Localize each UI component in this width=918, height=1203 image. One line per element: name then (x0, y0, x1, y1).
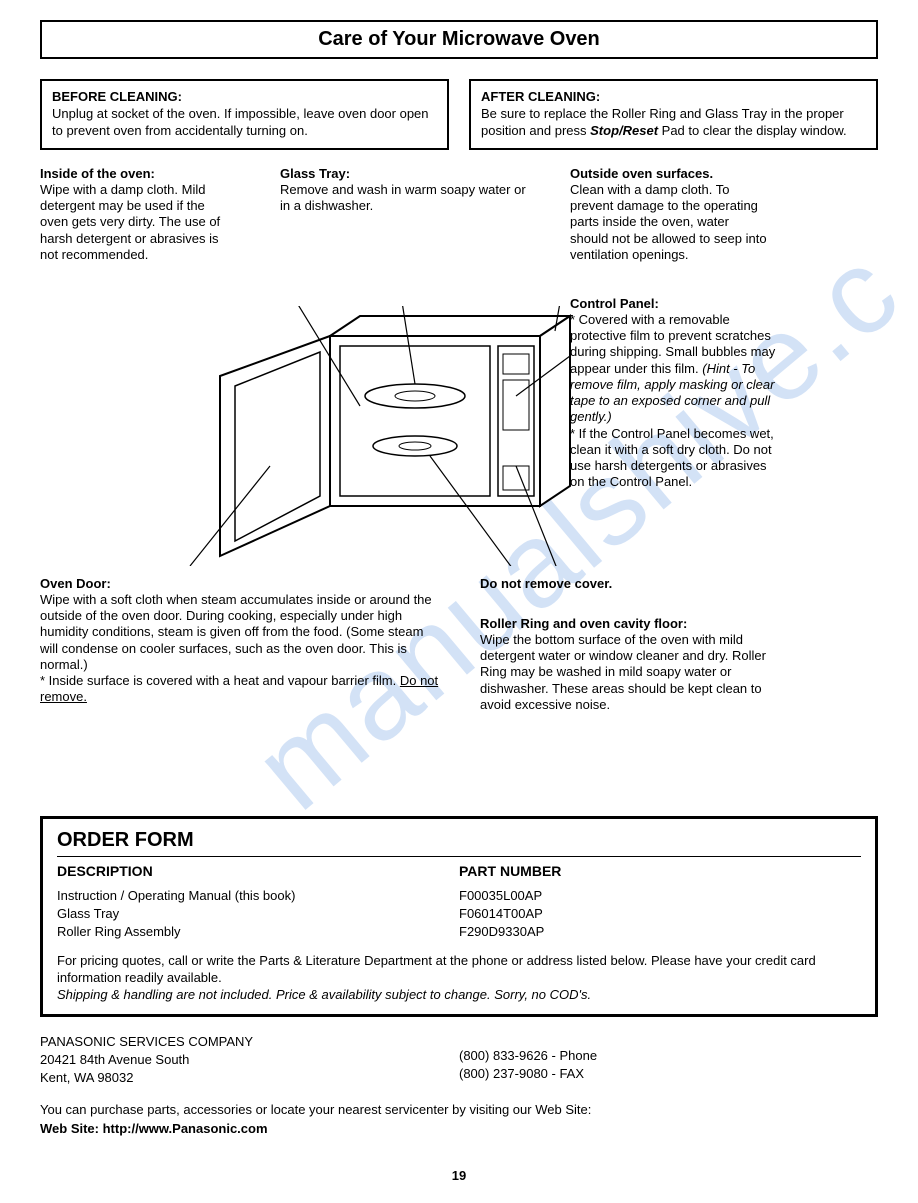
roller-text: Wipe the bottom surface of the oven with… (480, 632, 780, 713)
page-number: 19 (40, 1168, 878, 1183)
order-title: ORDER FORM (57, 829, 861, 857)
order-form: ORDER FORM DESCRIPTION Instruction / Ope… (40, 816, 878, 1017)
inside-heading: Inside of the oven: (40, 166, 230, 182)
before-heading: BEFORE CLEANING: (52, 89, 182, 104)
addr1: 20421 84th Avenue South (40, 1051, 459, 1069)
roller-heading: Roller Ring and oven cavity floor: (480, 616, 780, 632)
glass-callout: Glass Tray: Remove and wash in warm soap… (280, 166, 530, 215)
part-1: F06014T00AP (459, 905, 861, 923)
after-text-b: Stop/Reset (590, 123, 658, 138)
order-note1: For pricing quotes, call or write the Pa… (57, 953, 861, 987)
glass-heading: Glass Tray: (280, 166, 530, 182)
addr2: Kent, WA 98032 (40, 1069, 459, 1087)
company: PANASONIC SERVICES COMPANY (40, 1033, 459, 1051)
control-bullet2: * If the Control Panel becomes wet, clea… (570, 426, 780, 491)
after-heading: AFTER CLEANING: (481, 89, 600, 104)
inside-callout: Inside of the oven: Wipe with a damp clo… (40, 166, 230, 264)
web-note: You can purchase parts, accessories or l… (40, 1101, 878, 1137)
door-heading: Oven Door: (40, 576, 440, 592)
web-text: You can purchase parts, accessories or l… (40, 1101, 878, 1119)
microwave-diagram (160, 306, 580, 566)
control-heading: Control Panel: (570, 296, 780, 312)
contact-block: PANASONIC SERVICES COMPANY 20421 84th Av… (40, 1033, 878, 1088)
nocover-callout: Do not remove cover. (480, 576, 700, 592)
desc-head: DESCRIPTION (57, 863, 459, 879)
inside-text: Wipe with a damp cloth. Mild detergent m… (40, 182, 230, 263)
part-head: PART NUMBER (459, 863, 861, 879)
desc-2: Roller Ring Assembly (57, 923, 459, 941)
web-label: Web Site: http://www.Panasonic.com (40, 1120, 878, 1138)
desc-1: Glass Tray (57, 905, 459, 923)
before-cleaning-box: BEFORE CLEANING: Unplug at socket of the… (40, 79, 449, 150)
desc-0: Instruction / Operating Manual (this boo… (57, 887, 459, 905)
control-callout: Control Panel: * Covered with a removabl… (570, 296, 780, 491)
outside-heading: Outside oven surfaces. (570, 166, 770, 182)
part-0: F00035L00AP (459, 887, 861, 905)
fax: (800) 237-9080 - FAX (459, 1065, 878, 1083)
outside-callout: Outside oven surfaces. Clean with a damp… (570, 166, 770, 264)
order-note2: Shipping & handling are not included. Pr… (57, 987, 861, 1004)
part-2: F290D9330AP (459, 923, 861, 941)
before-text: Unplug at socket of the oven. If impossi… (52, 106, 429, 138)
roller-callout: Roller Ring and oven cavity floor: Wipe … (480, 616, 780, 714)
diagram-area: Inside of the oven: Wipe with a damp clo… (40, 166, 878, 806)
after-text-c: Pad to clear the display window. (658, 123, 847, 138)
after-cleaning-box: AFTER CLEANING: Be sure to replace the R… (469, 79, 878, 150)
phone: (800) 833-9626 - Phone (459, 1047, 878, 1065)
outside-text: Clean with a damp cloth. To prevent dama… (570, 182, 770, 263)
door-text1: Wipe with a soft cloth when steam accumu… (40, 592, 440, 673)
glass-text: Remove and wash in warm soapy water or i… (280, 182, 530, 215)
page-title: Care of Your Microwave Oven (40, 20, 878, 59)
door-callout: Oven Door: Wipe with a soft cloth when s… (40, 576, 440, 706)
cleaning-boxes: BEFORE CLEANING: Unplug at socket of the… (40, 79, 878, 150)
door-text2a: * Inside surface is covered with a heat … (40, 673, 400, 688)
